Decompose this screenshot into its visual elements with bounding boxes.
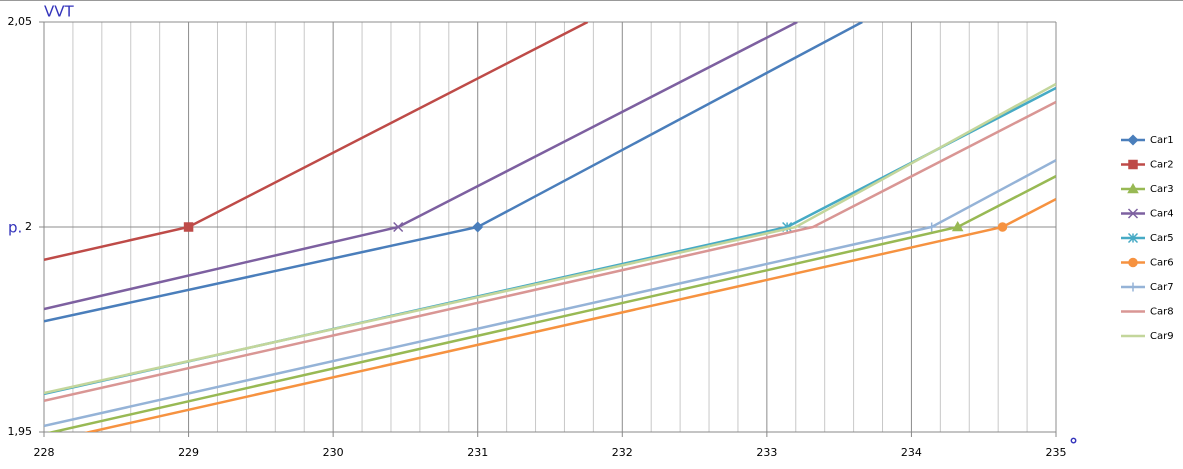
marker — [1127, 182, 1139, 194]
x-tick-label: 235 — [1046, 446, 1067, 459]
marker — [927, 222, 937, 232]
legend-label: Car9 — [1150, 331, 1174, 342]
y-tick-label: 1,95 — [8, 425, 33, 438]
marker — [1127, 232, 1139, 244]
x-tick-label: 230 — [323, 446, 344, 459]
marker — [951, 220, 964, 232]
legend-label: Car3 — [1150, 184, 1174, 195]
legend-label: Car7 — [1150, 282, 1174, 293]
marker — [183, 222, 194, 232]
legend-label: Car4 — [1150, 209, 1174, 220]
legend-label: Car8 — [1150, 307, 1174, 318]
legend-label: Car1 — [1150, 135, 1174, 146]
marker — [1128, 257, 1138, 268]
series-line — [44, 159, 1056, 428]
x-tick-label: 231 — [467, 446, 488, 459]
marker — [472, 221, 484, 233]
legend-label: Car5 — [1150, 233, 1174, 244]
x-axis-label: ° — [1069, 435, 1078, 456]
legend: Car1 Car2 Car3 Car4 Car5 Car6 Car7 Car8 Car9 — [1121, 134, 1174, 342]
series-line — [83, 198, 1056, 432]
series-lines — [44, 22, 1056, 432]
x-tick-label: 229 — [178, 446, 199, 459]
marker — [1127, 208, 1139, 219]
series-line — [44, 82, 1056, 395]
series-line — [47, 175, 1056, 432]
x-tick-label: 233 — [756, 446, 777, 459]
x-tick-label: 232 — [612, 446, 633, 459]
x-tick-label: 228 — [34, 446, 55, 459]
y-tick-label: 2 — [25, 220, 32, 233]
marker — [1128, 282, 1138, 292]
legend-label: Car2 — [1150, 160, 1174, 171]
marker — [1127, 134, 1139, 146]
series-line — [44, 100, 1056, 403]
series-line — [44, 22, 798, 311]
legend-label: Car6 — [1150, 258, 1174, 269]
marker — [1128, 159, 1138, 170]
grid: 228 229 230 231 232 233 234 235 1,95 2 2,05 — [8, 15, 1067, 459]
series-line — [44, 22, 589, 262]
y-tick-label: 2,05 — [8, 15, 33, 28]
y-axis-label: p. — [8, 219, 22, 237]
x-tick-label: 234 — [901, 446, 922, 459]
chart-title: VVT — [44, 3, 75, 21]
marker — [997, 222, 1008, 232]
marker — [393, 221, 404, 233]
series-line — [44, 86, 1056, 396]
